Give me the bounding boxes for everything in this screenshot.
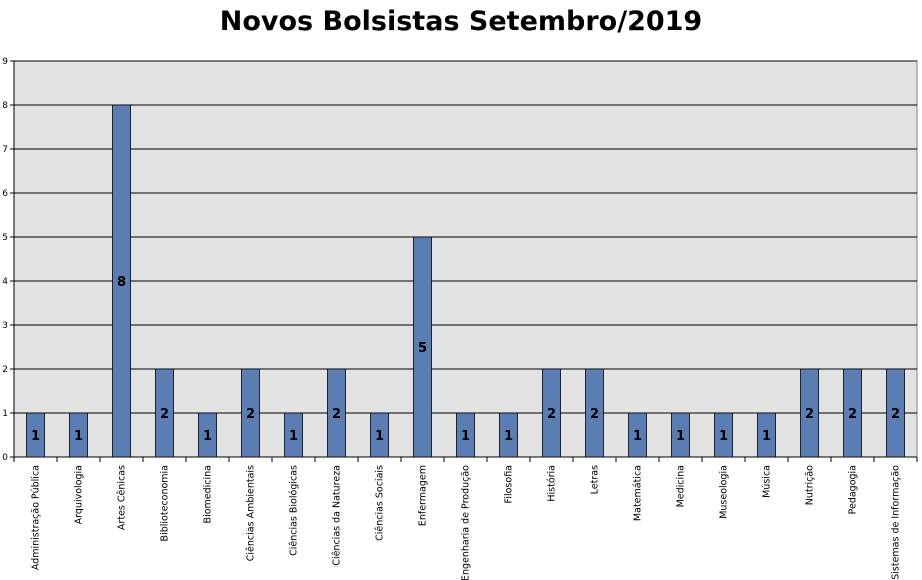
x-tick-label: Engenharia de Produção (461, 465, 472, 580)
data-label: 1 (504, 429, 513, 444)
data-label: 1 (762, 429, 771, 444)
bar (843, 368, 862, 458)
y-tick-label: 6 (2, 189, 8, 199)
data-label: 2 (547, 407, 556, 422)
data-label: 2 (848, 407, 857, 422)
x-tick-label: Enfermagem (418, 465, 429, 526)
data-label: 1 (375, 429, 384, 444)
y-tick-label: 8 (2, 101, 8, 111)
data-label: 2 (332, 407, 341, 422)
x-tick-label: Letras (590, 465, 601, 494)
bar (671, 412, 690, 458)
y-tick-label: 2 (2, 365, 8, 375)
x-tick-label: Sistemas de Informação (891, 465, 902, 580)
bar (284, 412, 303, 458)
x-tick-label: Medicina (676, 465, 687, 507)
x-tick-label: Ciências Ambientais (246, 465, 257, 561)
x-tick-label: Biomedicina (203, 465, 214, 523)
bar (800, 368, 819, 458)
bar (26, 412, 45, 458)
data-label: 2 (246, 407, 255, 422)
y-tick-label: 5 (2, 233, 8, 243)
data-label: 1 (676, 429, 685, 444)
x-tick-label: Ciências Biológicas (289, 465, 300, 556)
x-tick-label: Filosofia (504, 465, 515, 503)
x-tick-label: Nutrição (805, 465, 816, 505)
y-tick-label: 7 (2, 145, 8, 155)
bar (585, 368, 604, 458)
bar (757, 412, 776, 458)
x-tick-label: Ciências Sociais (375, 465, 386, 541)
chart-title: Novos Bolsistas Setembro/2019 (219, 6, 703, 37)
y-tick-label: 4 (2, 277, 8, 287)
bar (69, 412, 88, 458)
data-label: 2 (805, 407, 814, 422)
data-label: 1 (719, 429, 728, 444)
data-label: 1 (289, 429, 298, 444)
x-tick-label: Artes Cênicas (117, 465, 128, 530)
x-tick-label: Biblioteconomia (160, 465, 171, 541)
data-label: 8 (117, 275, 126, 290)
bar (542, 368, 561, 458)
bar (327, 368, 346, 458)
bar (370, 412, 389, 458)
x-tick-label: Ciências da Natureza (332, 465, 343, 566)
x-tick-label: Música (762, 465, 773, 498)
data-label: 1 (31, 429, 40, 444)
data-label: 2 (590, 407, 599, 422)
bar (886, 368, 905, 458)
data-label: 5 (418, 341, 427, 356)
x-tick-label: Matemática (633, 465, 644, 521)
data-label: 1 (74, 429, 83, 444)
bar (198, 412, 217, 458)
x-tick-label: Administração Pública (31, 465, 42, 570)
y-tick-label: 3 (2, 321, 8, 331)
data-label: 1 (203, 429, 212, 444)
data-label: 2 (891, 407, 900, 422)
x-tick-label: Pedagogia (848, 465, 859, 514)
data-label: 2 (160, 407, 169, 422)
bar (628, 412, 647, 458)
x-tick-label: História (547, 465, 558, 502)
bar (456, 412, 475, 458)
plot-area (13, 60, 918, 458)
bar (714, 412, 733, 458)
y-tick-label: 0 (2, 453, 8, 463)
data-label: 1 (633, 429, 642, 444)
x-tick-label: Arquivologia (74, 465, 85, 524)
bar (413, 236, 432, 458)
bar (112, 104, 131, 458)
bar (241, 368, 260, 458)
y-tick-label: 1 (2, 409, 8, 419)
bar (155, 368, 174, 458)
y-tick-label: 9 (2, 57, 8, 67)
bar (499, 412, 518, 458)
data-label: 1 (461, 429, 470, 444)
x-tick-label: Museologia (719, 465, 730, 519)
